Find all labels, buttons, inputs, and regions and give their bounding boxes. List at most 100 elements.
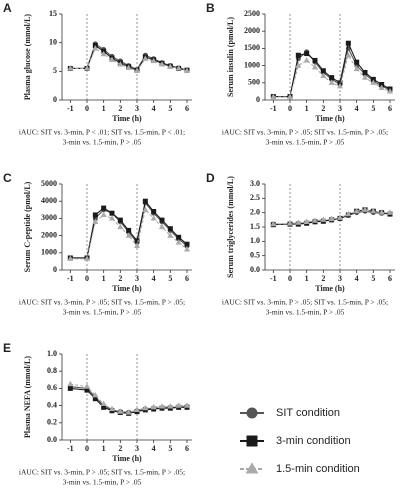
panel-label: E — [3, 341, 11, 355]
marker — [133, 406, 141, 412]
caption: iAUC: SIT vs. 3-min, P > .05; SIT vs. 1.… — [19, 468, 185, 477]
marker — [286, 220, 294, 226]
x-tick-label: 4 — [152, 274, 156, 283]
panel: A 0 5 10 15 -1 0 1 2 3 4 5 6 Time (h) Plasma glucose (… — [3, 1, 192, 147]
caption: 3-min vs. 1.5-min, P > .05 — [266, 308, 345, 317]
marker — [336, 82, 344, 89]
x-axis-label: Time (h) — [315, 114, 345, 123]
legend-label: SIT condition — [276, 407, 340, 419]
marker — [353, 207, 360, 214]
marker — [303, 57, 310, 63]
y-tick-label: 1500 — [244, 43, 260, 52]
marker — [67, 65, 74, 71]
marker — [142, 198, 148, 204]
marker — [125, 232, 132, 238]
panel-label: A — [3, 1, 12, 15]
y-tick-label: 2500 — [244, 9, 260, 18]
marker — [67, 385, 73, 391]
y-tick-label: 0.8 — [47, 366, 57, 375]
marker — [142, 404, 149, 411]
x-tick-label: 2 — [118, 444, 122, 453]
x-tick-label: 2 — [321, 104, 325, 113]
series-line — [70, 208, 188, 260]
marker — [175, 402, 182, 408]
y-tick-label: 2000 — [41, 230, 57, 239]
marker — [108, 215, 116, 221]
y-tick-label: 5000 — [41, 179, 57, 188]
marker — [345, 40, 351, 46]
marker — [100, 211, 107, 218]
caption: iAUC: SIT vs. 3-min, P > .05; SIT vs. 1.… — [222, 128, 388, 137]
marker — [336, 214, 344, 220]
x-tick-label: 1 — [102, 444, 106, 453]
marker — [286, 93, 294, 100]
marker — [83, 65, 91, 71]
marker — [117, 61, 124, 67]
x-axis-label: Time (h) — [112, 114, 142, 123]
x-tick-label: 5 — [168, 274, 172, 283]
marker — [370, 79, 377, 85]
marker — [320, 68, 326, 74]
x-tick-label: 6 — [185, 444, 189, 453]
marker — [117, 408, 124, 414]
legend-label: 1.5-min condition — [276, 463, 360, 475]
marker — [101, 205, 107, 211]
marker — [167, 232, 174, 238]
marker — [150, 215, 157, 221]
x-tick-label: 2 — [118, 104, 122, 113]
marker — [126, 227, 132, 233]
x-tick-label: 1 — [305, 274, 309, 283]
marker — [133, 242, 141, 249]
y-tick-label: 2.0 — [250, 207, 260, 216]
marker — [354, 59, 360, 65]
marker — [320, 216, 327, 222]
legend-label: 3-min condition — [276, 435, 351, 447]
marker — [117, 217, 123, 223]
x-axis-label: Time (h) — [315, 284, 345, 293]
x-tick-label: 3 — [135, 104, 139, 113]
y-tick-label: 2000 — [244, 26, 260, 35]
y-tick-label: 2.5 — [250, 193, 260, 202]
x-tick-label: 1 — [102, 104, 106, 113]
marker — [175, 239, 182, 245]
x-tick-label: 6 — [185, 274, 189, 283]
marker — [125, 409, 132, 415]
marker — [353, 65, 360, 72]
marker — [329, 75, 335, 81]
marker — [92, 218, 99, 224]
x-tick-label: 5 — [168, 104, 172, 113]
marker — [295, 62, 302, 68]
marker — [386, 209, 394, 215]
y-tick-label: 3.0 — [250, 179, 260, 188]
x-axis-label: Time (h) — [112, 284, 142, 293]
marker — [270, 220, 277, 227]
y-tick-label: 0 — [53, 265, 57, 274]
marker — [295, 52, 301, 58]
x-tick-label: 3 — [135, 274, 139, 283]
marker — [184, 241, 190, 247]
y-tick-label: 1.0 — [47, 349, 57, 358]
caption: 3-min vs. 1.5-min, P > .05 — [63, 478, 142, 487]
y-tick-label: 5 — [53, 66, 57, 75]
marker — [83, 383, 91, 389]
caption: iAUC: SIT vs. 3-min, P < .01; SIT vs. 1.… — [19, 128, 185, 137]
marker — [378, 84, 385, 91]
marker — [303, 218, 310, 224]
y-tick-label: 0.2 — [47, 418, 57, 427]
y-tick-label: 0.5 — [250, 250, 260, 259]
y-tick-label: 0.4 — [47, 400, 57, 409]
x-tick-label: -1 — [67, 444, 74, 453]
marker — [312, 57, 318, 63]
marker — [311, 217, 319, 223]
marker — [167, 63, 174, 69]
marker — [142, 206, 149, 212]
marker — [92, 212, 98, 218]
caption: iAUC: SIT vs. 3-min, P > .05; SIT vs. 1.… — [222, 298, 388, 307]
marker — [246, 407, 258, 419]
y-tick-label: 4000 — [41, 196, 57, 205]
panel: E 0.0 0.2 0.4 0.6 0.8 1.0 -1 0 1 2 3 4 5 6 Time (h) Plas… — [3, 341, 192, 487]
marker — [151, 209, 157, 215]
marker — [67, 380, 74, 387]
x-tick-label: 4 — [152, 444, 156, 453]
